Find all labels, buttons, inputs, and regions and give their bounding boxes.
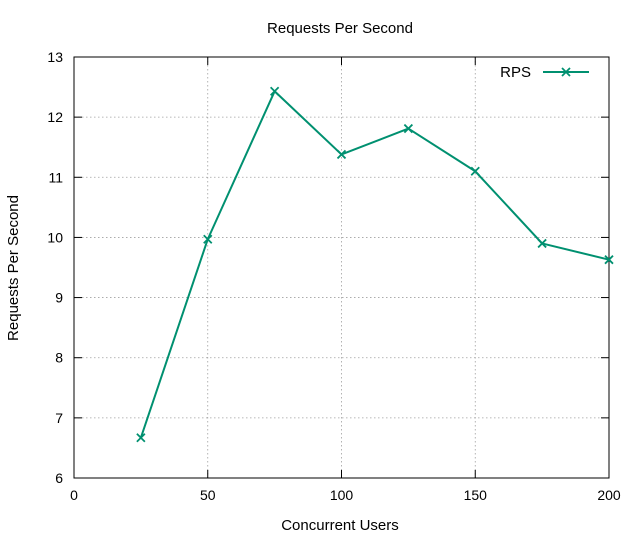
data-point-stroke [136,433,146,443]
data-point [336,149,347,160]
y-tick-label: 11 [48,169,63,185]
axis-ticks: 6 7 8 9 10 11 12 13 0 50 100 150 200 [47,49,620,503]
x-tick-label: 50 [200,487,216,503]
y-tick-label: 6 [55,470,63,486]
data-point-stroke [403,123,414,134]
data-point [269,86,280,96]
y-axis-label: Requests Per Second [5,195,22,341]
y-tick-label: 10 [47,229,63,245]
data-point-stroke [604,255,614,265]
grid-lines [74,57,609,478]
y-tick-label: 8 [55,350,63,366]
plot-frame [73,56,610,479]
y-tick-label: 7 [55,410,63,426]
chart-title: Requests Per Second [267,20,413,37]
data-point [604,255,614,265]
data-point-stroke [336,149,347,160]
series-layer [136,86,614,443]
x-tick-label: 0 [70,487,78,503]
data-point-stroke [203,234,213,244]
x-tick-label: 200 [597,487,621,503]
data-point [470,166,480,176]
x-tick-label: 150 [464,487,488,503]
series-line-rps [139,90,610,439]
data-point [136,433,146,443]
x-tick-label: 100 [330,487,354,503]
x-axis-label: Concurrent Users [281,517,399,534]
legend-marker-rps [561,67,571,77]
data-point [203,234,213,244]
legend-label-rps: RPS [500,64,531,81]
legend: RPS [500,64,589,81]
legend-x-marker-stroke [561,67,571,77]
data-point [537,238,547,249]
y-tick-label: 12 [47,109,63,125]
data-point-stroke [269,86,280,96]
legend-x-marker [561,67,571,77]
y-tick-label: 9 [55,290,63,306]
data-point-stroke [537,238,547,249]
data-point-stroke [470,166,480,176]
data-point [403,123,414,134]
y-tick-label: 13 [47,49,63,65]
